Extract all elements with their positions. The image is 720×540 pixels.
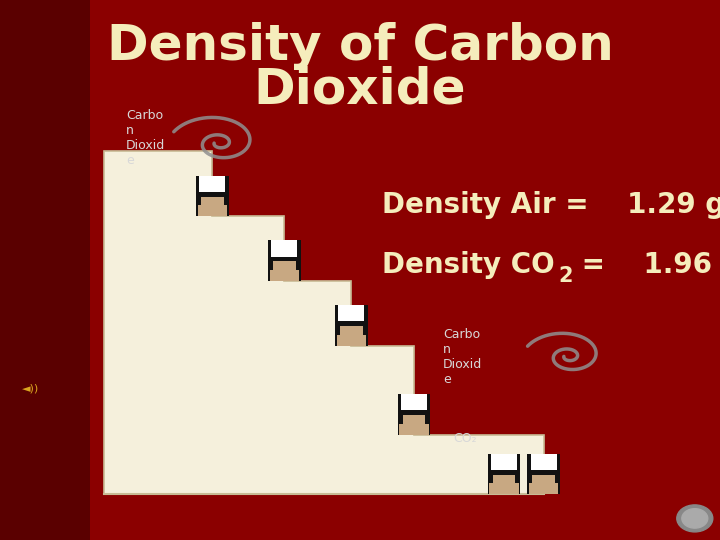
Text: 2: 2 bbox=[558, 266, 572, 287]
Bar bbox=[196, 176, 228, 216]
Bar bbox=[201, 197, 224, 205]
Bar bbox=[402, 415, 426, 424]
Bar bbox=[491, 454, 517, 470]
Text: Density Air =    1.29 g/L: Density Air = 1.29 g/L bbox=[382, 191, 720, 219]
Bar bbox=[490, 483, 518, 494]
Bar bbox=[270, 270, 299, 281]
Bar bbox=[529, 483, 558, 494]
Bar bbox=[400, 424, 428, 435]
Bar bbox=[199, 176, 225, 192]
Bar bbox=[337, 335, 366, 346]
Text: Carbo
n
Dioxid
e: Carbo n Dioxid e bbox=[443, 328, 482, 386]
Text: ◄)): ◄)) bbox=[22, 384, 39, 394]
Text: Carbo
n
Dioxid
e: Carbo n Dioxid e bbox=[126, 110, 166, 167]
Bar bbox=[0, 0, 90, 540]
Polygon shape bbox=[104, 151, 544, 494]
Text: CO₂: CO₂ bbox=[454, 433, 477, 446]
Text: Density CO: Density CO bbox=[382, 251, 554, 279]
Bar bbox=[531, 454, 557, 470]
Bar bbox=[268, 240, 301, 281]
Bar bbox=[198, 205, 227, 216]
Circle shape bbox=[677, 505, 713, 532]
Bar bbox=[492, 475, 516, 483]
Bar bbox=[338, 305, 364, 321]
Bar bbox=[273, 261, 296, 270]
Bar bbox=[340, 326, 363, 335]
Bar bbox=[397, 394, 431, 435]
Text: Density of Carbon: Density of Carbon bbox=[107, 22, 613, 70]
Bar bbox=[532, 475, 555, 483]
Bar bbox=[527, 454, 560, 494]
Bar bbox=[401, 394, 427, 410]
Circle shape bbox=[682, 509, 708, 528]
Bar bbox=[488, 454, 521, 494]
Bar bbox=[271, 240, 297, 256]
Bar bbox=[335, 305, 367, 346]
Text: Dioxide: Dioxide bbox=[253, 65, 467, 113]
Text: =    1.96 g/L: = 1.96 g/L bbox=[572, 251, 720, 279]
